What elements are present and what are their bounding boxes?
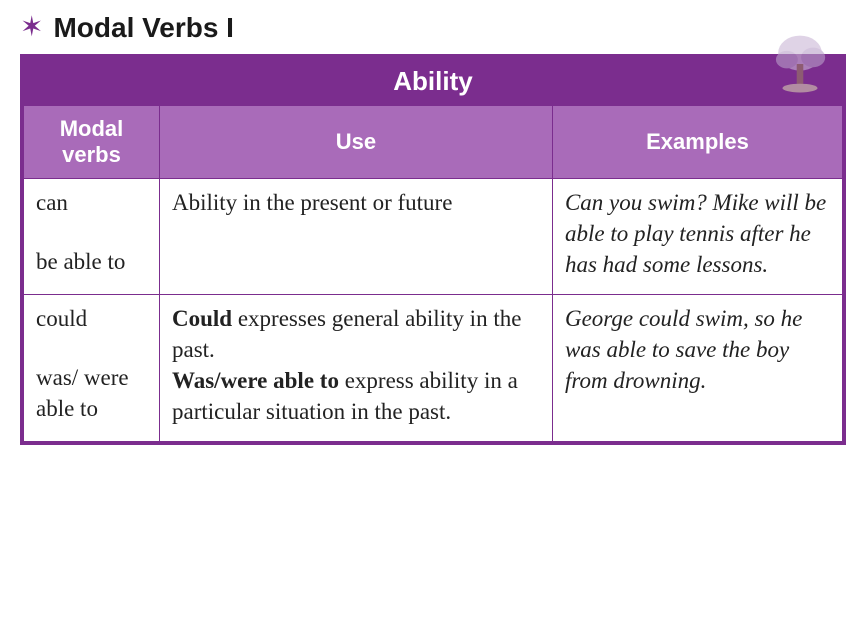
- cell-use: Could expresses general ability in the p…: [160, 295, 553, 442]
- cell-modal-verbs: could was/ were able to: [24, 295, 160, 442]
- modal-verb: was/ were able to: [36, 362, 147, 424]
- col-header-modal: Modal verbs: [24, 106, 160, 179]
- cell-examples: George could swim, so he was able to sav…: [552, 295, 842, 442]
- star-icon: ✶: [20, 14, 43, 42]
- col-header-examples: Examples: [552, 106, 842, 179]
- cell-modal-verbs: can be able to: [24, 179, 160, 295]
- col-header-use: Use: [160, 106, 553, 179]
- modal-verb: can: [36, 187, 147, 218]
- page-header: ✶ Modal Verbs I: [20, 12, 846, 44]
- table-row: could was/ were able to Could expresses …: [24, 295, 843, 442]
- subheader-row: Modal verbs Use Examples: [24, 106, 843, 179]
- modal-verb: could: [36, 303, 147, 334]
- modal-verb: be able to: [36, 246, 147, 277]
- use-bold: Was/were able to: [172, 368, 339, 393]
- section-row: Ability: [24, 58, 843, 106]
- table-row: can be able to Ability in the present or…: [24, 179, 843, 295]
- section-title: Ability: [24, 58, 843, 106]
- cell-use: Ability in the present or future: [160, 179, 553, 295]
- use-text: Ability in the present or future: [172, 190, 452, 215]
- cell-examples: Can you swim? Mike will be able to play …: [552, 179, 842, 295]
- modal-verbs-table: Ability Modal verbs Use Examples can be …: [23, 57, 843, 442]
- page-title: Modal Verbs I: [53, 12, 234, 44]
- use-bold: Could: [172, 306, 232, 331]
- modal-verbs-table-wrap: Ability Modal verbs Use Examples can be …: [20, 54, 846, 445]
